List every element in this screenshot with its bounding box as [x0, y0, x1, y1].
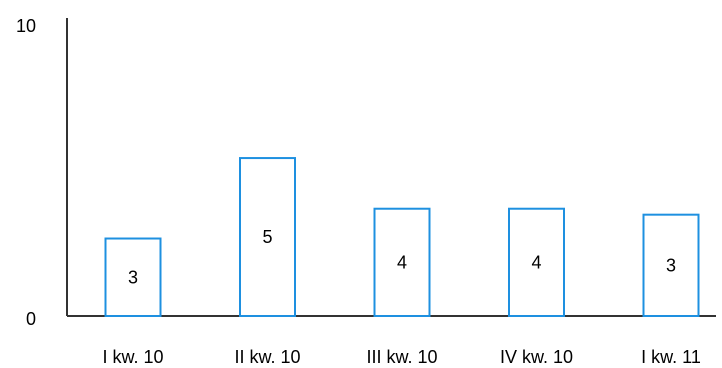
x-tick-label-3: III kw. 10	[366, 347, 437, 367]
data-label-1: 3	[128, 267, 138, 287]
y-tick-label-min: 0	[26, 309, 36, 329]
x-tick-label-group: I kw. 10 II kw. 10 III kw. 10 IV kw. 10 I kw…	[102, 347, 700, 367]
data-label-5: 3	[666, 255, 676, 275]
y-tick-label-max: 10	[16, 16, 36, 36]
data-label-group: 3 5 4 4 3	[128, 227, 676, 287]
bar-group	[104, 157, 700, 318]
x-tick-label-2: II kw. 10	[234, 347, 300, 367]
bar-4	[508, 207, 565, 317]
x-tick-label-1: I kw. 10	[102, 347, 163, 367]
x-tick-label-5: I kw. 11	[641, 347, 701, 367]
bar-1	[104, 237, 162, 318]
bar-3	[373, 207, 431, 317]
bar-2	[239, 157, 296, 317]
x-tick-label-4: IV kw. 10	[500, 347, 573, 367]
bar-5	[642, 213, 700, 317]
data-label-3: 4	[397, 252, 407, 272]
data-label-2: 5	[262, 227, 272, 247]
data-label-4: 4	[531, 252, 541, 272]
